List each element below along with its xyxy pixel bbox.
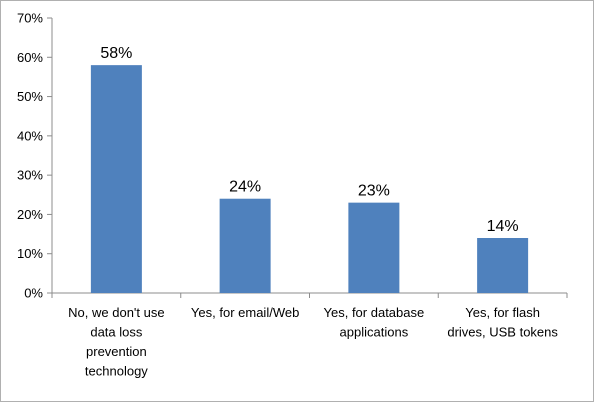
data-labels: 58% 24% 23% 14% — [100, 45, 518, 235]
category-label: Yes, for database applications — [324, 305, 425, 340]
category-label: Yes, for email/Web — [191, 305, 299, 320]
y-tick-label: 50% — [17, 89, 43, 104]
bars — [90, 65, 529, 294]
category-labels: No, we don't use data loss prevention techn… — [68, 305, 558, 379]
y-tick-label: 40% — [17, 128, 43, 143]
y-tick-label: 70% — [17, 11, 43, 26]
bar — [477, 238, 529, 293]
x-axis — [51, 292, 568, 298]
bar — [348, 202, 400, 293]
category-label: No, we don't use data loss prevention techn… — [68, 305, 164, 379]
data-label: 23% — [358, 183, 390, 200]
data-label: 58% — [100, 45, 132, 62]
data-label: 14% — [487, 218, 519, 235]
bar — [90, 65, 142, 294]
category-label: Yes, for flash drives, USB tokens — [447, 305, 558, 340]
y-axis: 0% 10% 20% 30% 40% 50% 60% 70% — [17, 11, 53, 301]
data-label: 24% — [229, 179, 261, 196]
y-tick-label: 60% — [17, 50, 43, 65]
y-tick-label: 10% — [17, 246, 43, 261]
y-tick-label: 0% — [24, 286, 43, 301]
bar — [219, 198, 271, 293]
y-tick-label: 30% — [17, 168, 43, 183]
y-tick-label: 20% — [17, 207, 43, 222]
